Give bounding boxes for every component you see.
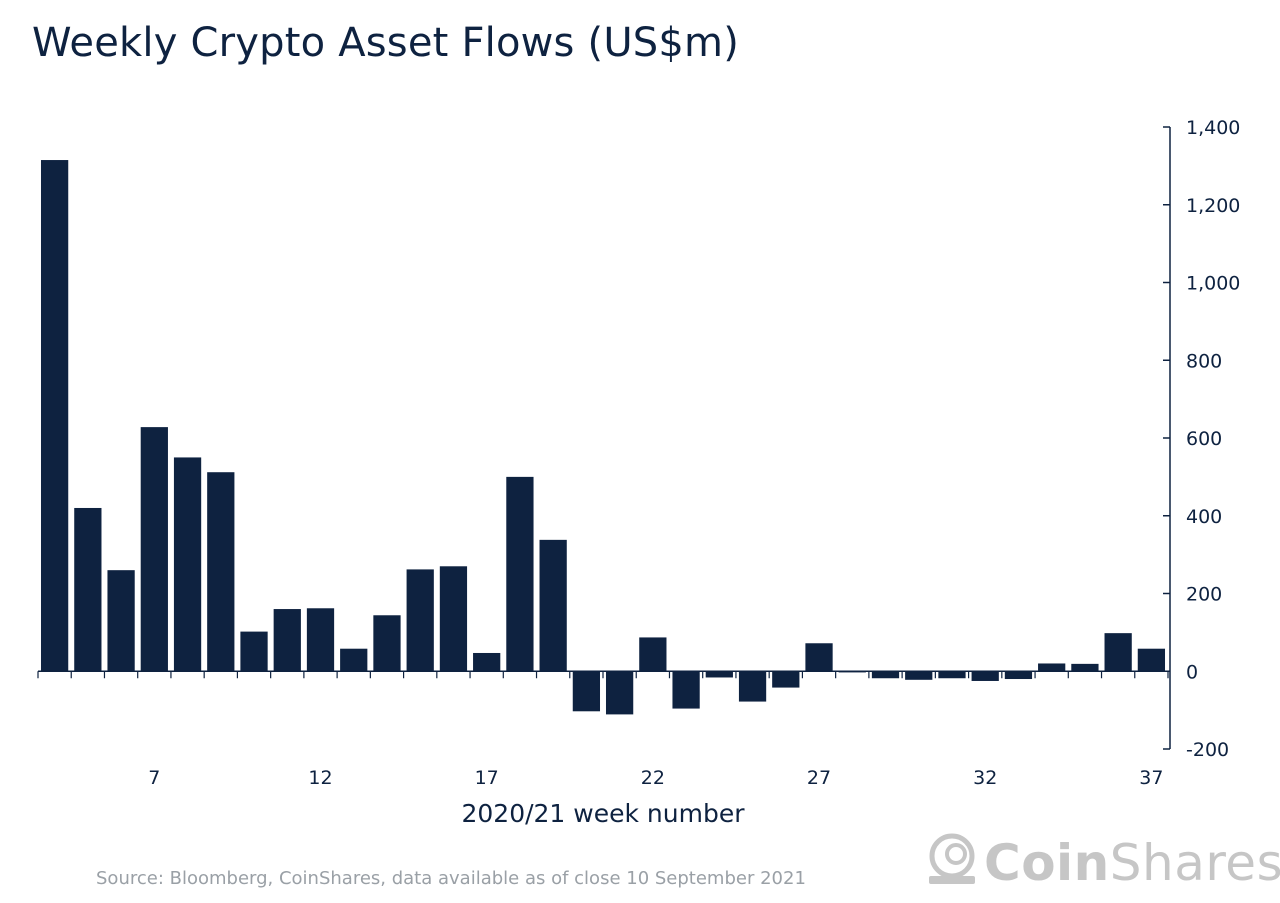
y-tick-label: 0 xyxy=(1186,661,1198,683)
y-tick-label: 1,000 xyxy=(1186,273,1240,295)
bar xyxy=(373,615,401,672)
bar xyxy=(406,569,434,672)
bar xyxy=(938,671,966,679)
bar xyxy=(340,648,368,672)
bar xyxy=(1004,671,1033,680)
bar xyxy=(805,643,833,672)
bar xyxy=(40,160,69,672)
x-tick-label: 32 xyxy=(973,767,997,789)
bar xyxy=(506,476,534,672)
bar xyxy=(107,570,135,672)
y-tick-label: 600 xyxy=(1186,428,1222,450)
bar xyxy=(273,609,301,672)
bar xyxy=(572,671,601,712)
coinshares-logo: CoinShares xyxy=(926,832,1280,892)
source-note: Source: Bloomberg, CoinShares, data avai… xyxy=(96,868,806,889)
x-tick-label: 27 xyxy=(807,767,831,789)
y-tick-label: -200 xyxy=(1186,739,1229,761)
bar xyxy=(74,507,102,672)
bar xyxy=(306,608,335,672)
bar xyxy=(905,671,933,680)
x-tick-label: 37 xyxy=(1139,767,1163,789)
bar xyxy=(738,671,767,702)
bar xyxy=(539,539,567,672)
x-axis-label: 2020/21 week number xyxy=(461,799,745,828)
y-tick-label: 800 xyxy=(1186,350,1222,372)
bar xyxy=(1137,648,1166,672)
y-tick-label: 1,200 xyxy=(1186,195,1240,217)
logo-word-bold: Coin xyxy=(984,834,1110,892)
x-tick-label: 22 xyxy=(641,767,665,789)
bar xyxy=(871,671,900,679)
bar xyxy=(1071,663,1099,672)
bar xyxy=(1038,663,1066,672)
x-tick-label: 7 xyxy=(148,767,160,789)
bar xyxy=(605,671,634,715)
bar xyxy=(772,671,800,688)
bar xyxy=(1104,633,1132,672)
y-tick-label: 1,400 xyxy=(1186,117,1240,139)
bar xyxy=(140,427,168,672)
bar xyxy=(473,652,501,672)
bar xyxy=(207,472,235,672)
bar xyxy=(439,566,468,672)
bar xyxy=(639,637,667,672)
bar xyxy=(173,457,202,672)
y-tick-label: 200 xyxy=(1186,584,1222,606)
coinshares-logo-icon xyxy=(929,833,975,884)
logo-wordmark: CoinShares xyxy=(984,834,1280,892)
bar xyxy=(240,631,268,672)
bar xyxy=(971,671,999,681)
logo-word-light: Shares xyxy=(1109,834,1280,892)
y-tick-label: 400 xyxy=(1186,506,1222,528)
x-tick-label: 12 xyxy=(308,767,332,789)
bar xyxy=(672,671,700,709)
chart-title: Weekly Crypto Asset Flows (US$m) xyxy=(32,20,740,66)
bar xyxy=(705,671,733,678)
x-tick-label: 17 xyxy=(475,767,499,789)
